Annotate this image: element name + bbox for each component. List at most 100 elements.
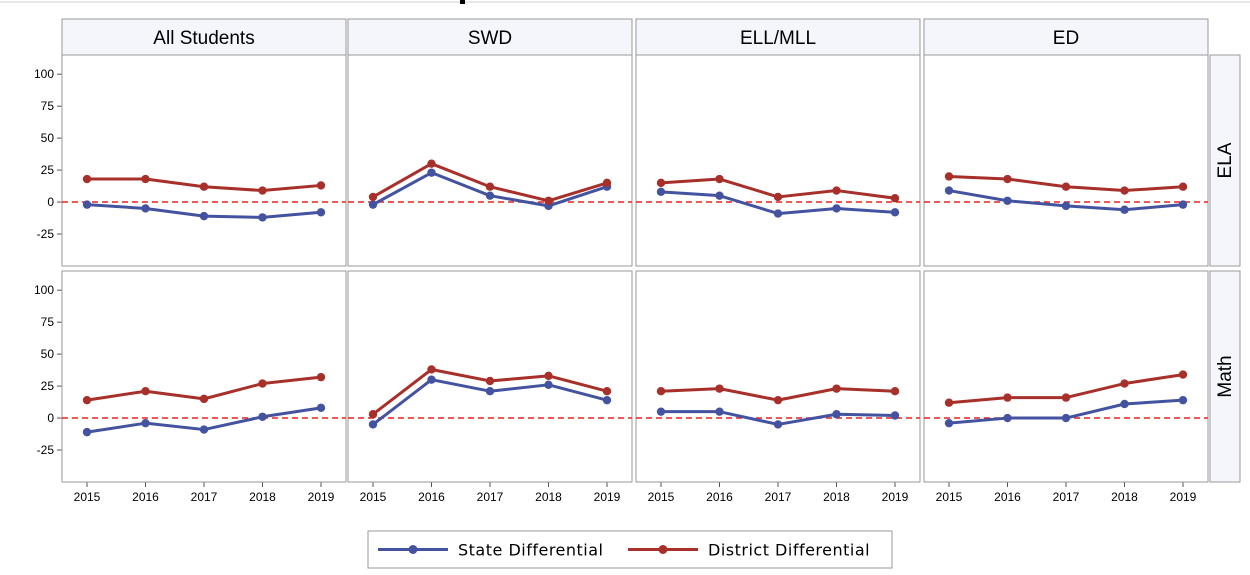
y-tick-label: -25: [37, 443, 55, 457]
data-point-district-differential: [832, 384, 841, 393]
data-point-district-differential: [1061, 182, 1071, 191]
legend-marker-state-differential: [408, 545, 418, 554]
data-point-district-differential: [715, 174, 724, 184]
data-point-district-differential: [890, 387, 900, 396]
y-tick-label: 25: [41, 379, 55, 393]
column-header-box: [635, 18, 921, 56]
data-point-district-differential: [1120, 379, 1129, 388]
data-point-state-differential: [258, 213, 267, 222]
panel-ed-math: [923, 270, 1209, 483]
data-point-district-differential: [1178, 182, 1188, 191]
data-point-state-differential: [368, 420, 378, 429]
data-point-state-differential: [427, 375, 436, 384]
data-point-state-differential: [715, 191, 724, 200]
column-header-box: [923, 18, 1209, 56]
x-tick-label: 2019: [594, 490, 621, 504]
data-point-district-differential: [258, 186, 267, 195]
data-point-state-differential: [1003, 196, 1012, 205]
data-point-district-differential: [485, 376, 495, 386]
x-tick-label: 2015: [936, 490, 963, 504]
y-tick-label: 50: [41, 347, 55, 361]
data-point-district-differential: [316, 372, 326, 382]
data-point-state-differential: [944, 186, 954, 195]
data-point-district-differential: [944, 398, 954, 407]
legend-label-district-differential: District Differential: [708, 541, 870, 560]
data-point-district-differential: [544, 196, 553, 205]
data-point-district-differential: [773, 395, 783, 405]
data-point-district-differential: [890, 194, 900, 203]
x-tick-label: 2015: [74, 490, 101, 504]
data-point-state-differential: [485, 387, 495, 396]
y-tick-label: -25: [37, 227, 55, 241]
panel-all-students-math: [61, 270, 347, 483]
x-tick-label: 2017: [191, 490, 218, 504]
data-point-district-differential: [199, 182, 209, 191]
legend: State Differential District Differential: [367, 530, 893, 569]
x-tick-label: 2019: [1170, 490, 1197, 504]
data-point-state-differential: [427, 168, 436, 177]
data-point-state-differential: [656, 187, 666, 197]
row-header-ela: ELA: [1215, 142, 1236, 178]
data-point-district-differential: [1003, 393, 1012, 402]
data-point-state-differential: [832, 410, 841, 419]
panel-ell-mll-math: [635, 270, 921, 483]
data-point-state-differential: [316, 403, 326, 413]
panel-frame: [635, 54, 921, 267]
data-point-district-differential: [141, 174, 150, 184]
data-point-state-differential: [82, 427, 92, 437]
data-point-state-differential: [1178, 395, 1188, 405]
x-tick-label: 2018: [535, 490, 562, 504]
data-point-state-differential: [944, 418, 954, 428]
data-point-state-differential: [141, 204, 150, 213]
data-point-district-differential: [258, 379, 267, 388]
row-header-box: [1209, 270, 1241, 483]
y-tick-label: 100: [34, 283, 54, 297]
x-tick-label: 2018: [823, 490, 850, 504]
x-tick-label: 2017: [477, 490, 504, 504]
data-point-district-differential: [368, 192, 378, 202]
data-point-district-differential: [427, 365, 436, 374]
x-tick-label: 2016: [418, 490, 445, 504]
data-point-district-differential: [368, 410, 378, 419]
data-point-district-differential: [199, 394, 209, 404]
x-tick-label: 2016: [706, 490, 733, 504]
data-point-district-differential: [832, 186, 841, 195]
data-point-district-differential: [773, 192, 783, 202]
data-point-state-differential: [1061, 413, 1071, 423]
panel-frame: [347, 54, 633, 267]
data-point-district-differential: [602, 387, 612, 396]
data-point-state-differential: [544, 380, 553, 390]
data-point-district-differential: [602, 178, 612, 188]
data-point-district-differential: [715, 384, 724, 393]
x-tick-label: 2015: [360, 490, 387, 504]
data-point-state-differential: [656, 407, 666, 416]
data-point-district-differential: [656, 387, 666, 396]
column-header-box: [61, 18, 347, 56]
data-point-district-differential: [316, 181, 326, 190]
panel-ed-ela: [923, 54, 1209, 267]
y-tick-label: 75: [41, 315, 55, 329]
data-point-state-differential: [1003, 413, 1012, 423]
data-point-state-differential: [832, 204, 841, 213]
column-header-ell-mll: ELL/MLL: [740, 28, 816, 49]
x-tick-label: 2018: [249, 490, 276, 504]
legend-label-state-differential: State Differential: [458, 541, 604, 560]
row-header-math: Math: [1215, 355, 1236, 397]
data-point-district-differential: [944, 172, 954, 181]
y-tick-label: 0: [47, 411, 54, 425]
y-tick-label: 100: [34, 67, 54, 81]
x-tick-label: 2018: [1111, 490, 1138, 504]
data-point-district-differential: [1003, 174, 1012, 184]
data-point-district-differential: [1120, 186, 1129, 195]
panel-frame: [61, 54, 347, 267]
data-point-district-differential: [141, 387, 150, 396]
x-tick-label: 2016: [132, 490, 159, 504]
panel-swd-math: [347, 270, 633, 483]
y-tick-label: 0: [47, 195, 54, 209]
x-tick-label: 2015: [648, 490, 675, 504]
y-tick-label: 75: [41, 99, 55, 113]
data-point-state-differential: [1120, 205, 1129, 214]
data-point-state-differential: [773, 209, 783, 218]
data-point-district-differential: [82, 174, 92, 184]
